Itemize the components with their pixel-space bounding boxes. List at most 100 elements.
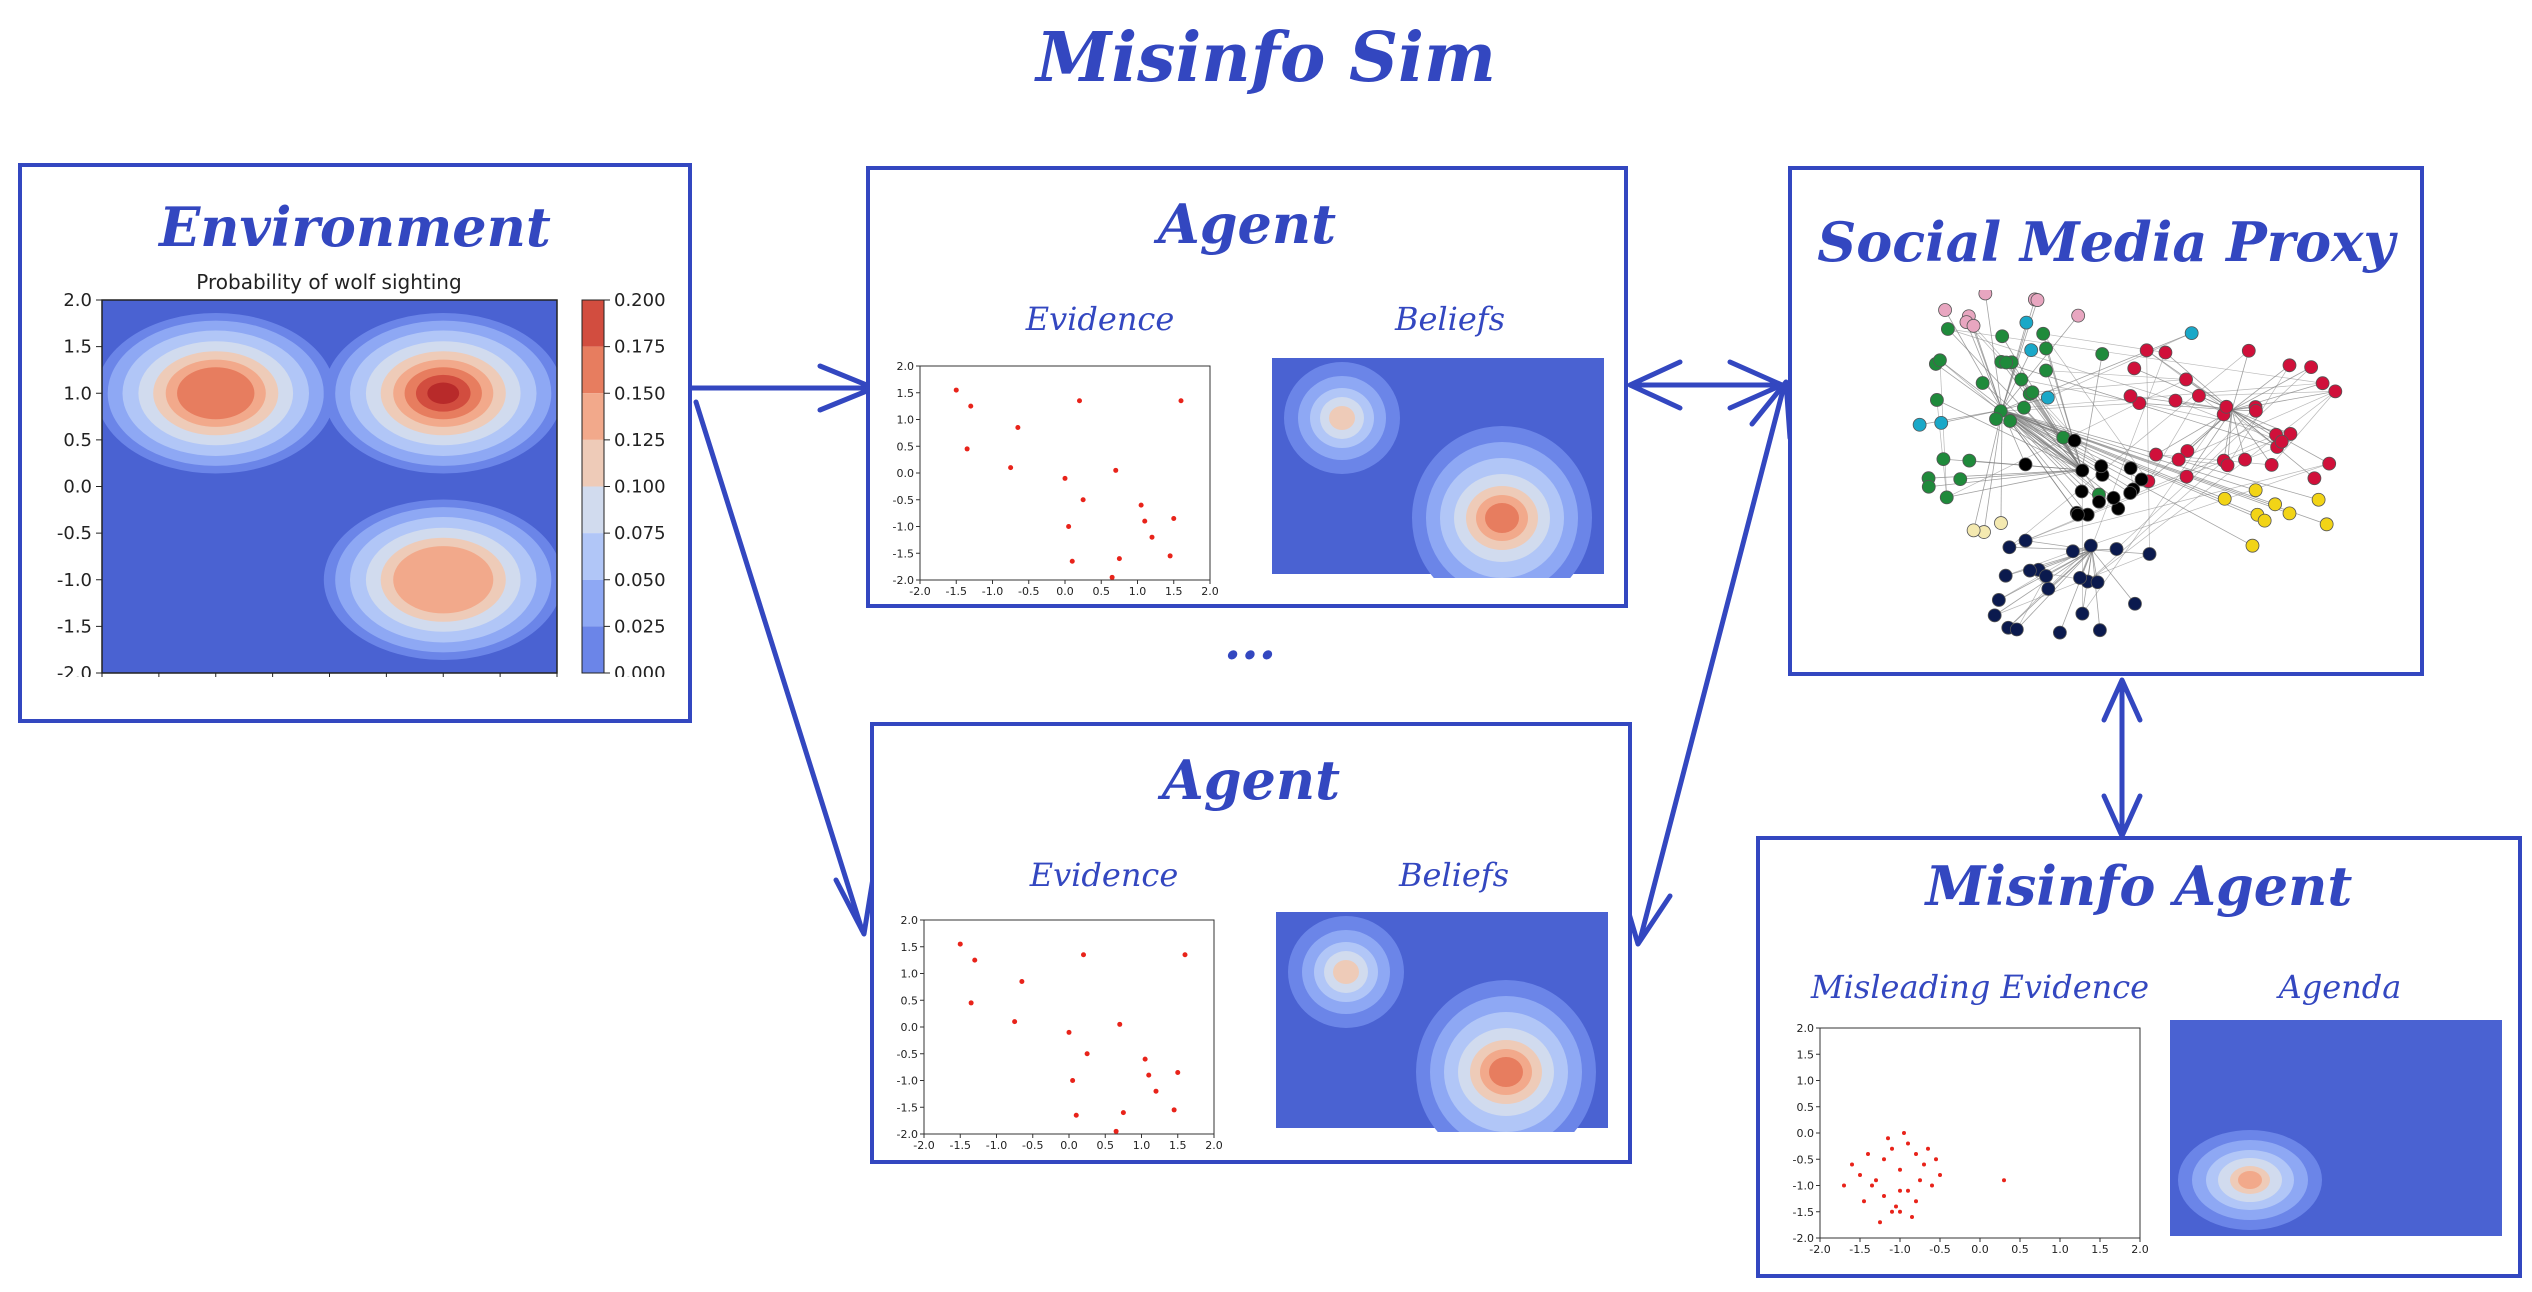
evidence-point — [1882, 1157, 1886, 1162]
network-edge — [2032, 379, 2187, 393]
network-node — [2036, 326, 2051, 341]
evidence-point — [1175, 1069, 1181, 1075]
network-edge — [1928, 469, 2083, 479]
x-tick-label: -2.0 — [913, 1139, 934, 1152]
colorbar-tick-label: 0.075 — [614, 523, 666, 544]
network-node — [1934, 416, 1949, 430]
network-edge — [2087, 391, 2336, 582]
evidence-point — [1918, 1178, 1922, 1183]
y-tick-label: -1.0 — [57, 570, 92, 591]
y-tick-label: -1.0 — [1793, 1180, 1814, 1193]
misleading-evidence-scatter: -2.0 -1.5 -1.0 -0.5 0.0 0.5 1.0 1.5 2.0 2.0 1.5 1.0… — [1793, 1022, 2149, 1256]
evidence-point — [1914, 1152, 1918, 1156]
network-node — [2127, 361, 2142, 376]
colorbar-tick-label: 0.050 — [614, 570, 666, 591]
evidence-scatter: -2.0 -1.5 -1.0 -0.5 0.0 0.5 1.0 1.5 2.0 2.0 1.5 1.0… — [893, 360, 1219, 598]
colorbar-band — [582, 439, 604, 487]
x-tick-label: -1.0 — [1889, 1243, 1910, 1256]
y-tick-label: 0.5 — [1797, 1101, 1815, 1114]
evidence-point — [1898, 1209, 1902, 1214]
main-title: Misinfo Sim — [1036, 18, 1496, 98]
arrow-env-agent2 — [693, 399, 865, 933]
y-tick-label: 1.5 — [63, 337, 92, 358]
network-edge — [2271, 391, 2336, 466]
arrow-agent2-social — [1637, 383, 1787, 943]
network-edge — [1928, 469, 2083, 488]
network-node — [2039, 363, 2053, 378]
evidence-point — [1113, 1128, 1119, 1134]
y-tick-label: -2.0 — [1793, 1232, 1814, 1245]
colorbar-band — [582, 579, 604, 627]
network-edges — [1919, 293, 2336, 633]
network-edge — [2231, 350, 2250, 411]
environment-chart-title: Probability of wolf sighting — [196, 270, 461, 294]
network-edge — [1994, 553, 2150, 616]
evidence-point — [1870, 1183, 1874, 1188]
network-node — [2067, 433, 2082, 448]
network-node — [2070, 507, 2085, 522]
network-node — [2192, 388, 2206, 403]
network-edge — [2116, 366, 2312, 550]
y-tick-label: -1.5 — [1793, 1206, 1814, 1219]
x-tick-label: -1.5 — [950, 1139, 971, 1152]
y-tick-label: -1.5 — [57, 616, 92, 637]
evidence-point — [1081, 952, 1086, 958]
evidence-point — [1886, 1136, 1890, 1141]
network-node — [2248, 483, 2263, 498]
network-edge — [2001, 315, 2079, 411]
evidence-point — [1117, 1021, 1123, 1027]
x-tick-label: -1.5 — [946, 585, 967, 598]
network-node — [2128, 596, 2142, 611]
network-node — [2093, 623, 2107, 638]
y-tick-label: 1.0 — [901, 968, 919, 981]
beliefs-heatmap — [1276, 912, 1608, 1132]
ellipsis: ... — [1223, 612, 1277, 671]
network-node — [2142, 547, 2157, 561]
network-node — [1921, 479, 1936, 494]
x-tick-label: 2.0 — [2131, 1243, 2149, 1256]
x-tick-label: 0.0 — [1056, 585, 1074, 598]
evidence-point — [1882, 1194, 1886, 1198]
network-node — [2094, 459, 2109, 474]
evidence-point — [1012, 1019, 1018, 1025]
evidence-point — [1008, 465, 1014, 471]
evidence-point — [1926, 1146, 1930, 1151]
network-node — [2307, 471, 2322, 486]
network-node — [2319, 517, 2334, 532]
network-edge — [2148, 395, 2200, 482]
evidence-point — [1910, 1215, 1914, 1219]
network-edge — [2009, 434, 2277, 548]
network-node — [2123, 461, 2138, 476]
social-network-graph — [1912, 290, 2343, 640]
x-tick-label: 0.5 — [1097, 1139, 1115, 1152]
evidence-point — [1894, 1204, 1898, 1209]
network-node — [2219, 399, 2234, 414]
network-node — [2041, 581, 2056, 596]
network-node — [2268, 497, 2282, 512]
network-edge — [2231, 409, 2272, 466]
scatter-frame — [923, 919, 1215, 1135]
y-tick-label: 1.5 — [897, 387, 915, 400]
y-tick-label: 2.0 — [1797, 1022, 1815, 1035]
network-node — [2039, 569, 2053, 583]
network-node — [2052, 625, 2067, 640]
network-node — [2106, 490, 2121, 505]
network-edge — [2032, 392, 2083, 471]
network-node — [1940, 322, 1955, 336]
network-node — [2264, 457, 2279, 472]
network-edge — [2178, 391, 2336, 460]
network-node — [2095, 347, 2110, 361]
network-node — [2083, 538, 2098, 553]
network-node — [1966, 523, 1981, 538]
network-edge — [1947, 328, 2083, 471]
contour-level — [393, 546, 494, 614]
evidence-point — [1142, 1056, 1148, 1062]
colorbar-band — [582, 393, 604, 440]
network-node — [2328, 384, 2343, 399]
network-node — [2002, 540, 2017, 555]
x-tick-label: 2.0 — [1205, 1139, 1223, 1152]
evidence-point — [1842, 1183, 1846, 1188]
network-node — [2322, 456, 2337, 471]
network-node — [1966, 318, 1981, 333]
agent-title: Agent — [1161, 748, 1341, 812]
